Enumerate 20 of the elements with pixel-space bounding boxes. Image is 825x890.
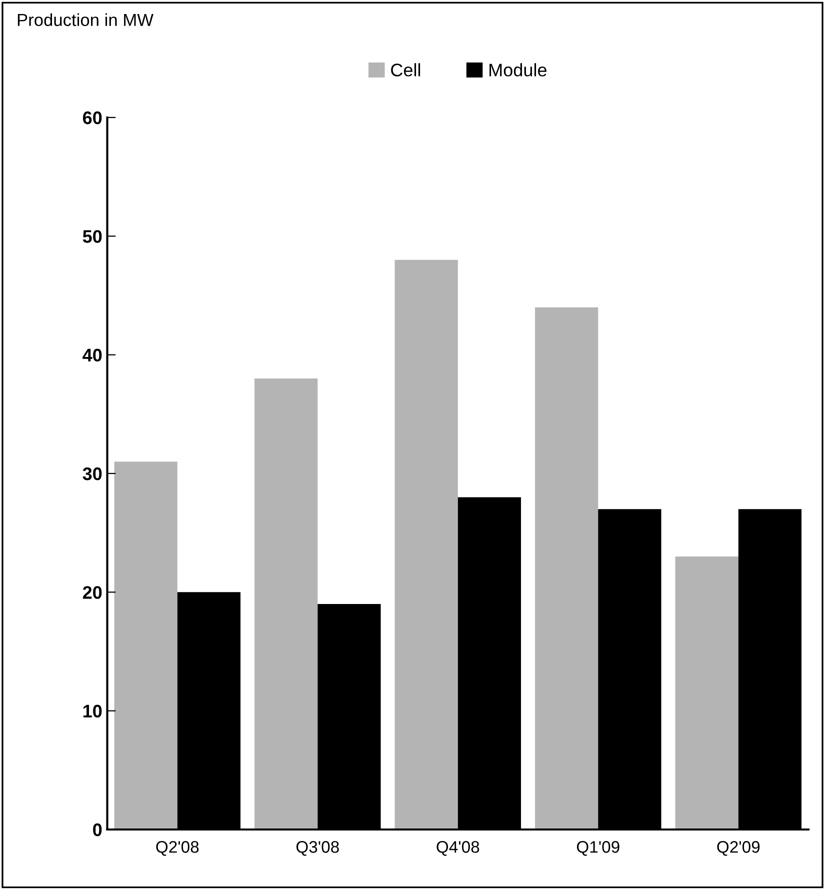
- y-tick-label: 40: [82, 348, 102, 362]
- x-tick-label: Q2'08: [156, 841, 199, 856]
- y-tick-label: 0: [93, 823, 102, 836]
- y-tick-label: 30: [82, 467, 102, 480]
- y-tick-label: 20: [82, 586, 102, 599]
- x-tick-label: Q3'08: [296, 841, 339, 856]
- x-tick-label: Q2'09: [717, 841, 760, 856]
- bar: [394, 260, 458, 830]
- bar: [114, 462, 178, 830]
- bar: [254, 378, 318, 830]
- x-tick-label: Q4'08: [436, 841, 480, 856]
- bar: [675, 556, 738, 830]
- legend-label: Module: [490, 63, 546, 76]
- y-tick-label: 10: [83, 704, 102, 718]
- chart-title: Production in MW: [18, 13, 154, 26]
- bar: [535, 307, 598, 830]
- legend-label: Cell: [391, 63, 420, 76]
- x-tick-label: Q1'09: [576, 841, 620, 856]
- y-tick-label: 50: [82, 230, 102, 243]
- y-tick-label: 60: [82, 111, 102, 124]
